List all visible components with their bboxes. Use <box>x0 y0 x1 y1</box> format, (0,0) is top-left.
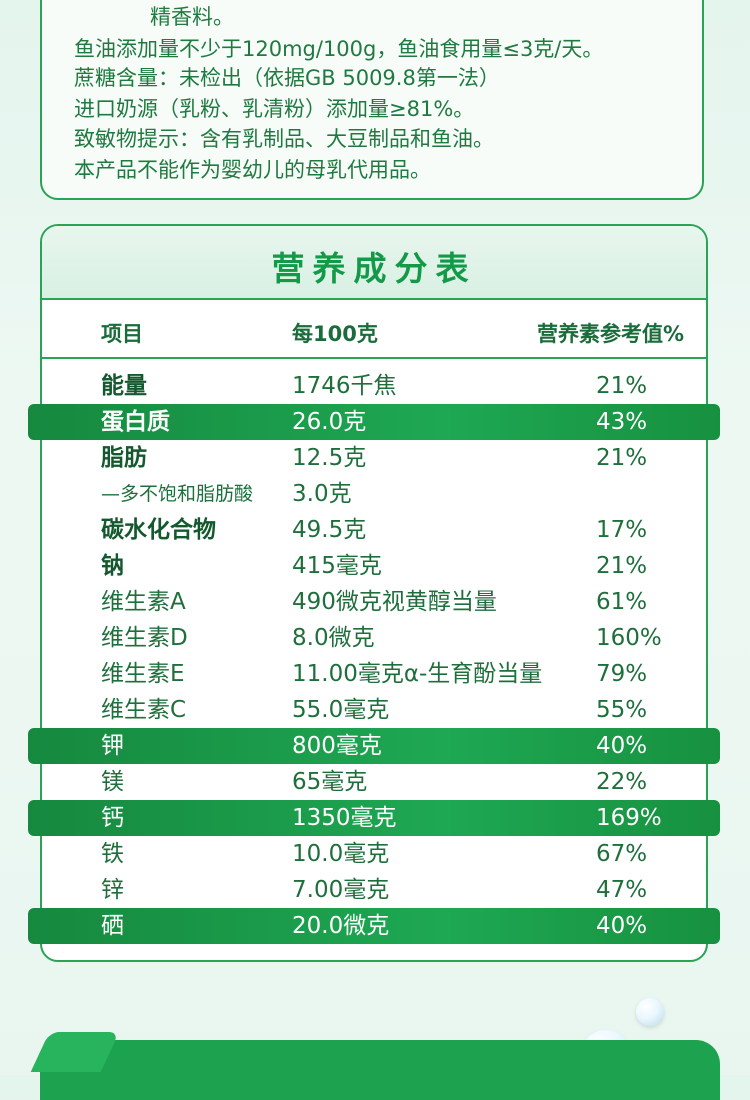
row-item: 维生素E <box>101 661 185 687</box>
row-item: 镁 <box>101 769 124 795</box>
row-nrv: 40% <box>596 913 648 939</box>
row-amount: 65毫克 <box>292 769 368 795</box>
row-nrv: 22% <box>596 769 648 795</box>
row-nrv: 55% <box>596 697 648 723</box>
table-row: 维生素D 8.0微克 160% <box>0 620 750 656</box>
row-amount: 10.0毫克 <box>292 841 390 867</box>
table-row: 维生素A 490微克视黄醇当量 61% <box>0 584 750 620</box>
row-item: 脂肪 <box>101 445 147 471</box>
row-item: 维生素D <box>101 625 188 651</box>
row-nrv: 160% <box>596 625 662 651</box>
row-amount: 26.0克 <box>292 409 367 435</box>
row-item: 硒 <box>101 913 124 939</box>
table-row: 钙 1350毫克 169% <box>0 800 750 836</box>
table-row: 蛋白质 26.0克 43% <box>0 404 750 440</box>
row-item: 钾 <box>101 733 124 759</box>
ingredients-line: 致敏物提示：含有乳制品、大豆制品和鱼油。 <box>74 127 494 151</box>
row-amount: 7.00毫克 <box>292 877 390 903</box>
row-nrv: 17% <box>596 517 648 543</box>
row-amount: 12.5克 <box>292 445 367 471</box>
row-amount: 1350毫克 <box>292 805 397 831</box>
header-divider <box>42 357 706 359</box>
header-nrv: 营养素参考值% <box>537 322 685 346</box>
row-item: 钠 <box>101 553 124 579</box>
row-nrv: 79% <box>596 661 648 687</box>
table-title-band: 营养成分表 <box>42 226 706 300</box>
row-amount: 415毫克 <box>292 553 382 579</box>
ingredients-line: 进口奶源（乳粉、乳清粉）添加量≥81%。 <box>74 97 475 121</box>
row-nrv: 21% <box>596 373 648 399</box>
table-row: —多不饱和脂肪酸 3.0克 <box>0 476 750 512</box>
table-row: 维生素E 11.00毫克α-生育酚当量 79% <box>0 656 750 692</box>
row-item: 能量 <box>101 373 147 399</box>
row-nrv: 21% <box>596 445 648 471</box>
bubble-decoration <box>636 998 664 1026</box>
row-nrv: 67% <box>596 841 648 867</box>
row-amount: 11.00毫克α-生育酚当量 <box>292 661 543 687</box>
row-nrv: 21% <box>596 553 648 579</box>
table-row: 脂肪 12.5克 21% <box>0 440 750 476</box>
row-highlight-band <box>28 728 720 764</box>
row-amount: 3.0克 <box>292 481 352 507</box>
nutrition-table: 营养成分表 项目 每100克 营养素参考值% <box>40 224 708 962</box>
row-nrv: 169% <box>596 805 662 831</box>
row-amount: 490微克视黄醇当量 <box>292 589 497 615</box>
table-title: 营养成分表 <box>271 249 477 288</box>
row-highlight-band <box>28 404 720 440</box>
table-row: 钾 800毫克 40% <box>0 728 750 764</box>
table-row: 钠 415毫克 21% <box>0 548 750 584</box>
row-item: 铁 <box>101 841 124 867</box>
row-amount: 49.5克 <box>292 517 367 543</box>
row-amount: 800毫克 <box>292 733 382 759</box>
row-item: 钙 <box>101 805 124 831</box>
ingredients-box: 精香料。 鱼油添加量不少于120mg/100g，鱼油食用量≤3克/天。 蔗糖含量… <box>40 0 704 200</box>
header-per-100g: 每100克 <box>292 322 378 346</box>
row-item: 维生素A <box>101 589 186 615</box>
bottom-green-band <box>40 1040 720 1100</box>
row-item: 蛋白质 <box>101 409 170 435</box>
ingredients-line: 精香料。 <box>150 5 234 29</box>
table-row: 锌 7.00毫克 47% <box>0 872 750 908</box>
row-item: —多不饱和脂肪酸 <box>101 483 254 505</box>
row-amount: 8.0微克 <box>292 625 375 651</box>
row-amount: 1746千焦 <box>292 373 397 399</box>
row-item: 锌 <box>101 877 124 903</box>
row-nrv: 40% <box>596 733 648 759</box>
ingredients-line: 本产品不能作为婴幼儿的母乳代用品。 <box>74 158 431 182</box>
table-row: 铁 10.0毫克 67% <box>0 836 750 872</box>
row-amount: 20.0微克 <box>292 913 390 939</box>
table-row: 能量 1746千焦 21% <box>0 368 750 404</box>
row-highlight-band <box>28 908 720 944</box>
row-item: 维生素C <box>101 697 187 723</box>
row-nrv: 61% <box>596 589 648 615</box>
table-row: 硒 20.0微克 40% <box>0 908 750 944</box>
row-highlight-band <box>28 800 720 836</box>
table-row: 碳水化合物 49.5克 17% <box>0 512 750 548</box>
row-nrv: 43% <box>596 409 648 435</box>
row-nrv: 47% <box>596 877 648 903</box>
ingredients-line: 蔗糖含量：未检出（依据GB 5009.8第一法） <box>74 66 500 90</box>
row-item: 碳水化合物 <box>101 517 216 543</box>
row-amount: 55.0毫克 <box>292 697 390 723</box>
ingredients-line: 鱼油添加量不少于120mg/100g，鱼油食用量≤3克/天。 <box>74 37 604 61</box>
table-row: 维生素C 55.0毫克 55% <box>0 692 750 728</box>
header-item: 项目 <box>101 322 143 346</box>
table-row: 镁 65毫克 22% <box>0 764 750 800</box>
